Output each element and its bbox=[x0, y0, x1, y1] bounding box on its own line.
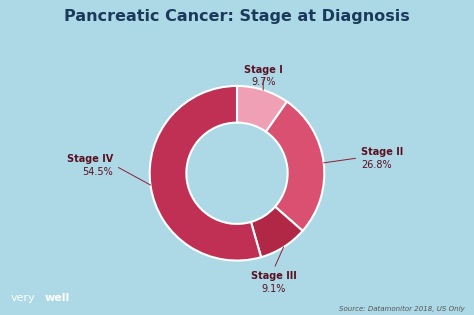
Wedge shape bbox=[237, 86, 287, 132]
Text: 54.5%: 54.5% bbox=[82, 167, 113, 176]
Text: 9.7%: 9.7% bbox=[251, 77, 275, 88]
Wedge shape bbox=[251, 207, 302, 257]
Text: 26.8%: 26.8% bbox=[361, 159, 392, 169]
Text: 9.1%: 9.1% bbox=[262, 284, 286, 294]
Wedge shape bbox=[266, 102, 324, 231]
Text: Stage IV: Stage IV bbox=[67, 154, 113, 164]
Wedge shape bbox=[150, 86, 261, 261]
Text: Source: Datamonitor 2018, US Only: Source: Datamonitor 2018, US Only bbox=[339, 306, 465, 312]
Text: Stage III: Stage III bbox=[251, 271, 297, 281]
Text: Stage I: Stage I bbox=[244, 65, 283, 75]
Text: Pancreatic Cancer: Stage at Diagnosis: Pancreatic Cancer: Stage at Diagnosis bbox=[64, 9, 410, 25]
Text: well: well bbox=[44, 293, 69, 303]
Text: very: very bbox=[11, 293, 36, 303]
Text: Stage II: Stage II bbox=[361, 147, 403, 157]
